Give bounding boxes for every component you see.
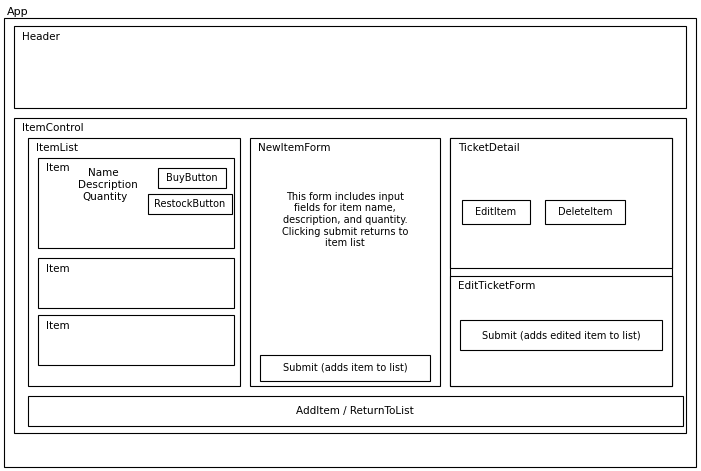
Bar (450, 138, 672, 268)
Bar (38, 158, 234, 248)
Bar (545, 200, 625, 224)
Bar (450, 276, 672, 386)
Bar (14, 118, 686, 433)
Bar (260, 355, 430, 381)
Bar (38, 315, 234, 365)
Text: AddItem / ReturnToList: AddItem / ReturnToList (296, 406, 414, 416)
Text: EditTicketForm: EditTicketForm (458, 281, 536, 291)
Bar (450, 138, 672, 386)
Text: BuyButton: BuyButton (166, 173, 218, 183)
Text: TicketDetail: TicketDetail (458, 143, 519, 153)
Text: Submit (adds edited item to list): Submit (adds edited item to list) (482, 330, 640, 340)
Bar (460, 320, 662, 350)
Text: This form includes input
fields for item name,
description, and quantity.
Clicki: This form includes input fields for item… (282, 192, 408, 248)
Text: Submit (adds item to list): Submit (adds item to list) (283, 363, 407, 373)
Text: DeleteItem: DeleteItem (558, 207, 612, 217)
Text: Header: Header (22, 32, 60, 42)
Bar (28, 138, 240, 386)
Text: Name: Name (88, 168, 118, 178)
Text: ItemList: ItemList (36, 143, 78, 153)
Text: Description: Description (78, 180, 138, 190)
Text: RestockButton: RestockButton (154, 199, 226, 209)
Bar (148, 194, 232, 214)
Text: ItemControl: ItemControl (22, 123, 83, 133)
Bar (250, 138, 440, 386)
Bar (28, 396, 683, 426)
Bar (14, 26, 686, 108)
Text: Quantity: Quantity (82, 192, 128, 202)
Bar (158, 168, 226, 188)
Text: Item: Item (46, 264, 69, 274)
Text: App: App (7, 7, 29, 17)
Text: Item: Item (46, 321, 69, 331)
Text: EditItem: EditItem (475, 207, 517, 217)
Bar (462, 200, 530, 224)
Text: NewItemForm: NewItemForm (258, 143, 330, 153)
Text: Item: Item (46, 163, 69, 173)
Bar (38, 258, 234, 308)
